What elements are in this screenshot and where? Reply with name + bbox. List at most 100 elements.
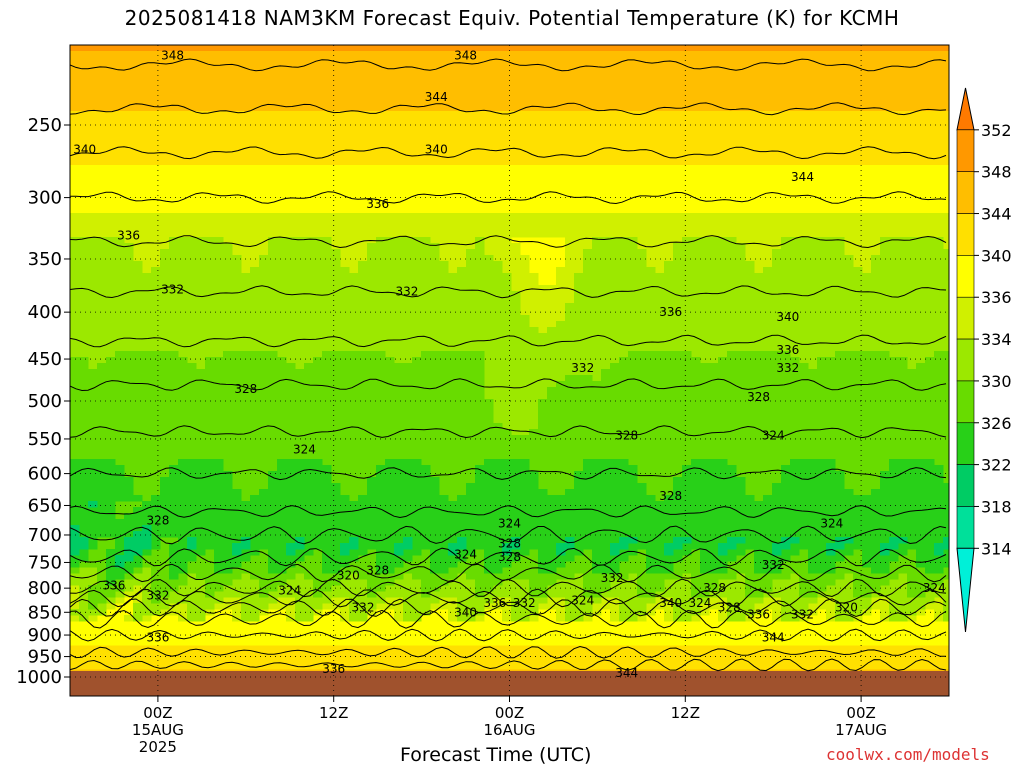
x-tick-label: 12Z (671, 704, 700, 722)
colorbar-segment (956, 129, 975, 172)
x-tick-label: 16AUG (484, 721, 536, 739)
contour-line (70, 146, 947, 160)
colorbar-segment (956, 380, 975, 424)
y-tick-label: 650 (28, 495, 62, 516)
contour-label: 328 (718, 601, 741, 615)
chart-title: 2025081418 NAM3KM Forecast Equiv. Potent… (124, 6, 900, 30)
contour-line (70, 378, 947, 392)
contour-label: 328 (366, 563, 389, 577)
contour-label: 320 (337, 569, 360, 583)
colorbar-segment (956, 338, 975, 382)
contour-label: 336 (659, 305, 682, 319)
contour-label: 336 (102, 579, 125, 593)
contour-line (70, 505, 947, 519)
colorbar-tick-label: 344 (981, 205, 1012, 224)
colorbar-max-arrow (956, 87, 975, 131)
colorbar-segment (956, 213, 975, 256)
colorbar-segment (956, 255, 975, 298)
contour-label: 344 (425, 90, 448, 104)
contour-label: 324 (923, 581, 946, 595)
contour-line (70, 191, 947, 205)
theta-e-color-band (70, 351, 949, 610)
contour-lines (70, 58, 947, 672)
colorbar-tick-label: 318 (981, 497, 1012, 516)
x-tick-label: 00Z (495, 704, 524, 722)
y-tick-label: 700 (28, 525, 62, 546)
contour-label: 328 (146, 513, 169, 527)
contour-label: 324 (293, 443, 316, 457)
contour-line (70, 628, 947, 642)
contour-label: 324 (454, 547, 477, 561)
colorbar: 352 348 344 340 336 334 330 326 322 318 314 (956, 87, 1012, 633)
contour-label: 328 (234, 382, 257, 396)
contour-label: 348 (454, 49, 477, 63)
contour-label: 328 (703, 581, 726, 595)
contour-line (70, 658, 947, 672)
y-tick-label: 1000 (16, 667, 62, 688)
contour-line (70, 334, 947, 348)
contour-label: 324 (278, 584, 301, 598)
contour-label: 336 (483, 596, 506, 610)
contour-label: 328 (498, 536, 521, 550)
y-tick-label: 950 (28, 647, 62, 668)
contour-label: 332 (161, 283, 184, 297)
contour-label: 332 (791, 608, 814, 622)
contour-label: 328 (615, 428, 638, 442)
contour-label: 336 (146, 630, 169, 644)
contour-label: 332 (352, 601, 375, 615)
y-tick-label: 600 (28, 464, 62, 485)
contour-line (70, 58, 947, 72)
y-tick-label: 250 (28, 115, 62, 136)
contour-line (70, 102, 947, 116)
gridlines (70, 45, 949, 696)
contour-label: 332 (571, 361, 594, 375)
y-tick-label: 300 (28, 188, 62, 209)
colorbar-tick-label: 340 (981, 246, 1012, 265)
contour-label: 336 (747, 608, 770, 622)
y-tick-label: 750 (28, 552, 62, 573)
colorbar-segment (956, 296, 975, 340)
contour-line (70, 609, 947, 629)
x-tick-label: 15AUG (132, 721, 184, 739)
contour-line (70, 547, 947, 567)
theta-e-color-band (70, 501, 949, 568)
contour-label: 328 (659, 489, 682, 503)
contour-label: 324 (498, 516, 521, 530)
contour-line (70, 525, 947, 545)
source-credit[interactable]: coolwx.com/models (826, 745, 990, 764)
contour-label: 320 (835, 601, 858, 615)
contour-label: 336 (117, 229, 140, 243)
theta-e-color-band (70, 213, 949, 622)
contour-label: 324 (688, 596, 711, 610)
y-tick-label: 450 (28, 349, 62, 370)
contour-labels: 348 348 344 340 340 344 336 336 332 332 336 340 336 3… (73, 49, 946, 680)
colorbar-segment (956, 171, 975, 214)
contour-line (70, 285, 947, 299)
contour-line (70, 235, 947, 249)
colorbar-tick-label: 314 (981, 539, 1012, 558)
contour-label: 348 (161, 49, 184, 63)
y-tick-label: 500 (28, 391, 62, 412)
contour-label: 340 (659, 596, 682, 610)
contour-label: 344 (762, 630, 785, 644)
colorbar-tick-label: 352 (981, 121, 1012, 140)
contour-label: 336 (366, 197, 389, 211)
y-tick-label: 350 (28, 249, 62, 270)
colorbar-segment (956, 464, 975, 507)
theta-e-color-band (70, 459, 949, 586)
colorbar-segment (956, 422, 975, 465)
x-tick-label: 00Z (143, 704, 172, 722)
colorbar-tick-label: 334 (981, 330, 1012, 349)
contour-label: 328 (747, 390, 770, 404)
colorbar-tick-label: 336 (981, 288, 1012, 307)
contour-label: 340 (776, 310, 799, 324)
contour-line (70, 645, 947, 659)
contour-line (70, 425, 947, 439)
y-tick-label: 900 (28, 625, 62, 646)
contour-line (70, 588, 947, 608)
x-tick-label: 17AUG (835, 721, 887, 739)
contour-label: 340 (454, 605, 477, 619)
x-tick-label: 12Z (319, 704, 348, 722)
